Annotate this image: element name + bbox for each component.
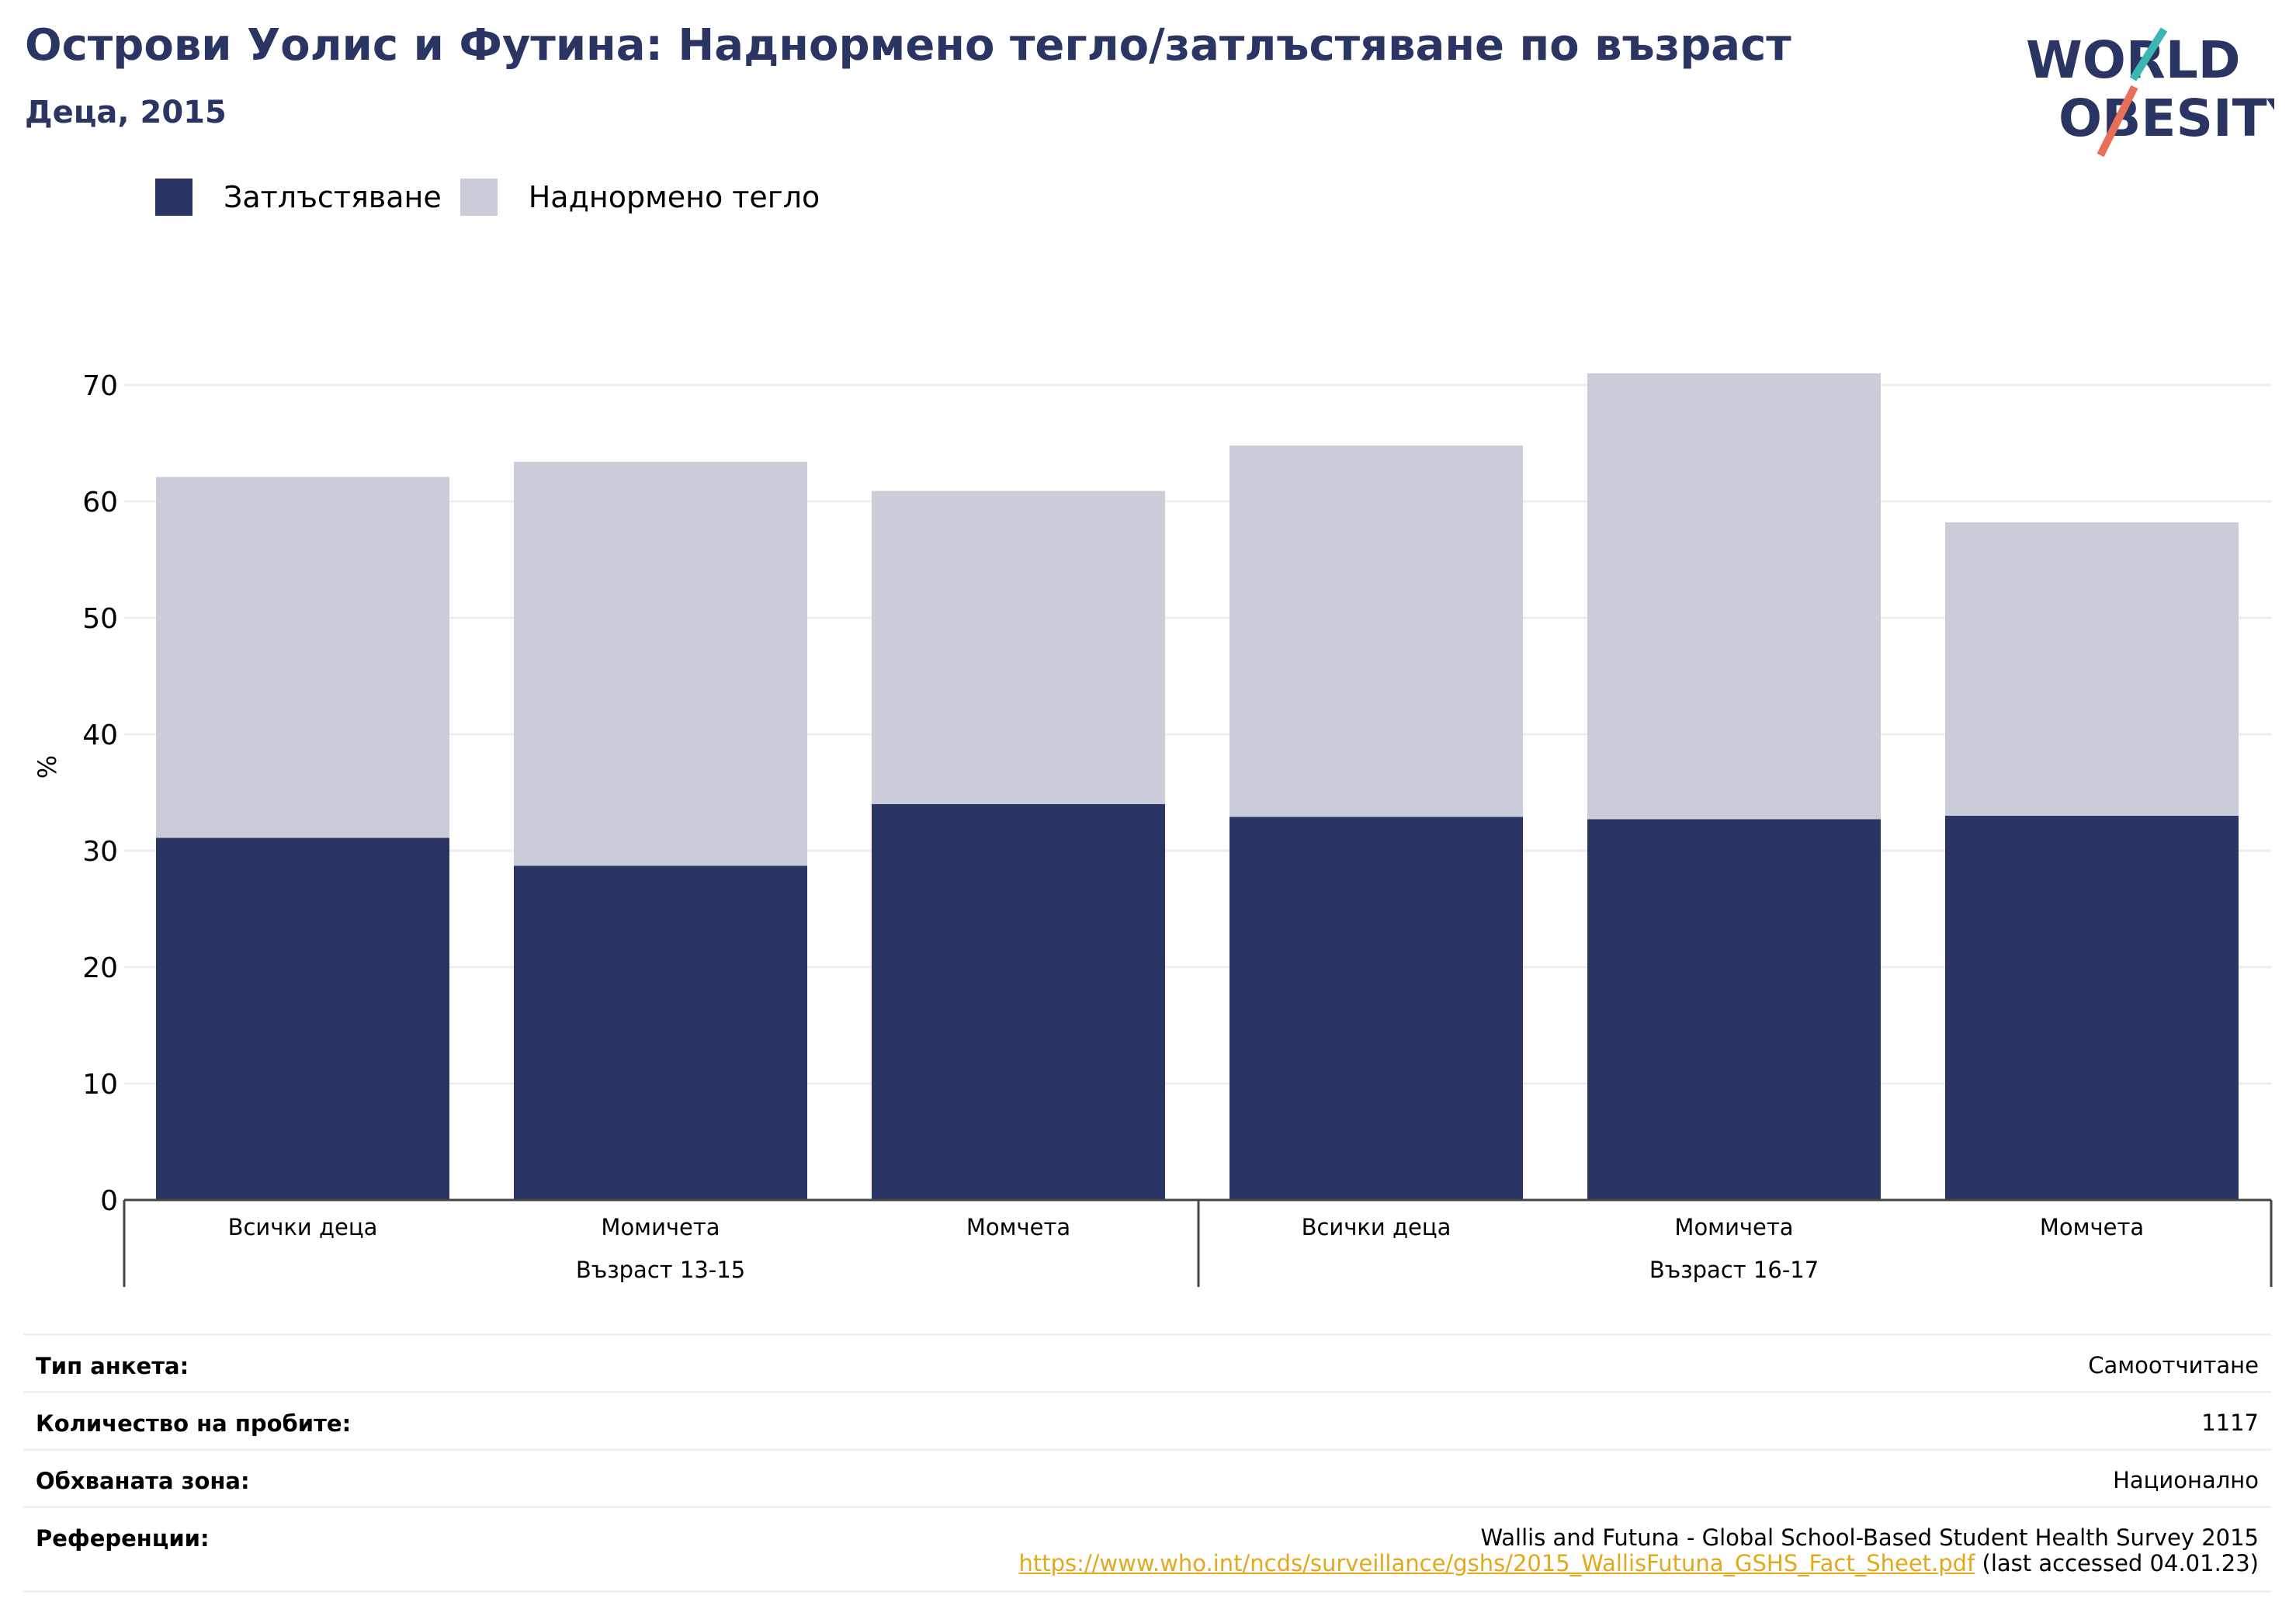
survey-info-table: Тип анкета: Самоотчитане Количество на п… [23,1333,2271,1593]
bar-obesity [514,865,807,1200]
bar-overweight [514,462,807,866]
info-row-survey-type: Тип анкета: Самоотчитане [23,1333,2271,1391]
bar-overweight [1945,522,2239,816]
y-tick-label: 70 [82,370,118,402]
logo-word-world: WORLD [2026,30,2241,90]
x-tick-label: Момчета [966,1214,1070,1240]
chart-legend: Затлъстяване Наднормено тегло [155,179,838,216]
info-key-references: Референции: [36,1525,210,1552]
info-key-survey-type: Тип анкета: [36,1353,189,1379]
reference-accessed: (last accessed 04.01.23) [1975,1550,2260,1576]
x-group-label: Възраст 16-17 [1649,1257,1819,1283]
y-axis-label: % [33,755,62,779]
info-row-area: Обхваната зона: Национално [23,1448,2271,1506]
x-tick-label: Момчета [2040,1214,2144,1240]
logo-slash-teal [2129,27,2168,81]
world-obesity-logo: WORLD OBESITY [2026,27,2274,158]
logo-word-obesity: OBESITY [2058,88,2274,148]
y-tick-label: 40 [82,720,118,751]
bar-overweight [156,477,449,838]
y-tick-label: 10 [82,1069,118,1101]
logo-slash-orange [2097,85,2138,158]
bar-obesity [1945,816,2239,1200]
legend-label-obesity: Затлъстяване [224,180,442,214]
y-tick-label: 20 [82,952,118,984]
stacked-bar-chart: 0 10 20 30 40 50 60 70% Всички деца Момичета Момче… [33,370,2273,1287]
y-tick-label: 0 [100,1185,118,1217]
info-row-references: Референции: Wallis and Futuna - Global S… [23,1506,2271,1593]
bar-overweight [1230,446,1523,817]
bar-obesity [156,838,449,1200]
legend-swatch-obesity [155,179,192,216]
x-group-label: Възраст 13-15 [576,1257,745,1283]
bar-obesity [1587,819,1881,1200]
chart-subtitle: Деца, 2015 [25,95,227,130]
bar-obesity [872,804,1165,1200]
bar-overweight [872,491,1165,804]
legend-label-overweight: Наднормено тегло [528,180,820,214]
y-tick-label: 30 [82,836,118,868]
legend-swatch-overweight [460,179,498,216]
reference-source: Wallis and Futuna - Global School-Based … [1480,1524,2259,1551]
info-value-area: Национално [2113,1467,2259,1493]
chart-title: Острови Уолис и Футина: Наднормено тегло… [25,20,1791,71]
info-key-sample-size: Количество на пробите: [36,1410,352,1437]
bar-overweight [1587,373,1881,820]
bar-obesity [1230,817,1523,1200]
info-row-sample-size: Количество на пробите: 1117 [23,1391,2271,1448]
x-tick-label: Всички деца [1302,1214,1451,1240]
info-key-area: Обхваната зона: [36,1468,250,1494]
x-tick-label: Момичета [601,1214,720,1240]
info-value-survey-type: Самоотчитане [2088,1352,2259,1379]
y-tick-label: 60 [82,487,118,518]
y-tick-label: 50 [82,603,118,635]
info-value-sample-size: 1117 [2201,1410,2259,1436]
x-tick-label: Момичета [1674,1214,1793,1240]
info-value-references: Wallis and Futuna - Global School-Based … [1018,1525,2259,1576]
x-tick-label: Всички деца [228,1214,378,1240]
reference-link[interactable]: https://www.who.int/ncds/surveillance/gs… [1018,1550,1975,1576]
